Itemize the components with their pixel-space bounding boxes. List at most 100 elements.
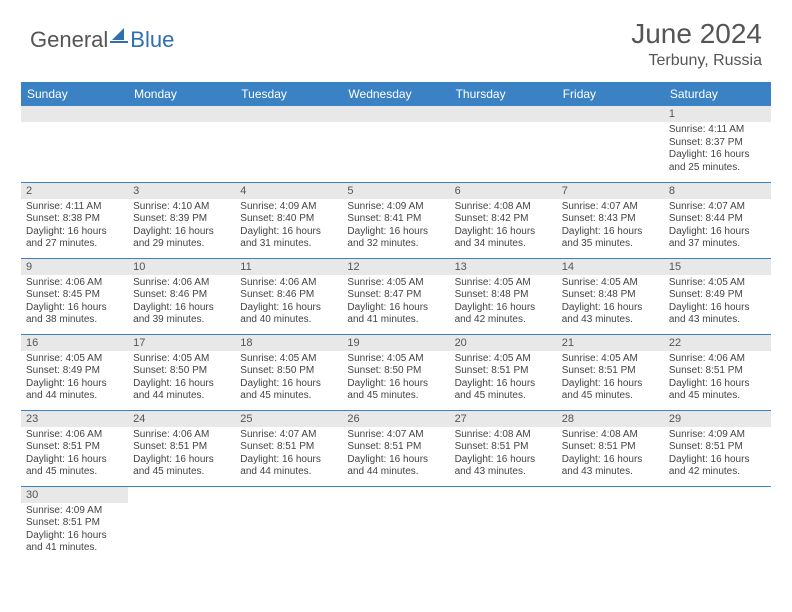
week-row: 30Sunrise: 4:09 AMSunset: 8:51 PMDayligh… (21, 486, 771, 562)
day-number: 3 (128, 183, 235, 199)
daylight-text: Daylight: 16 hours and 43 minutes. (455, 454, 552, 479)
week-row: 9Sunrise: 4:06 AMSunset: 8:45 PMDaylight… (21, 258, 771, 334)
day-body: Sunrise: 4:11 AMSunset: 8:37 PMDaylight:… (664, 122, 771, 178)
day-number: 15 (664, 259, 771, 275)
day-cell: 5Sunrise: 4:09 AMSunset: 8:41 PMDaylight… (342, 182, 449, 258)
sunset-text: Sunset: 8:51 PM (455, 441, 552, 454)
day-cell: 15Sunrise: 4:05 AMSunset: 8:49 PMDayligh… (664, 258, 771, 334)
day-cell (235, 106, 342, 182)
sunset-text: Sunset: 8:40 PM (240, 213, 337, 226)
sunset-text: Sunset: 8:48 PM (455, 289, 552, 302)
day-body: Sunrise: 4:09 AMSunset: 8:41 PMDaylight:… (342, 199, 449, 255)
sunrise-text: Sunrise: 4:08 AM (562, 429, 659, 442)
day-body: Sunrise: 4:07 AMSunset: 8:51 PMDaylight:… (235, 427, 342, 483)
week-row: 23Sunrise: 4:06 AMSunset: 8:51 PMDayligh… (21, 410, 771, 486)
daylight-text: Daylight: 16 hours and 41 minutes. (347, 302, 444, 327)
month-title: June 2024 (631, 18, 762, 50)
daylight-text: Daylight: 16 hours and 45 minutes. (133, 454, 230, 479)
header: General Blue June 2024 Terbuny, Russia (0, 0, 792, 76)
day-cell (557, 486, 664, 562)
sunrise-text: Sunrise: 4:05 AM (562, 277, 659, 290)
sunrise-text: Sunrise: 4:08 AM (455, 429, 552, 442)
day-cell: 3Sunrise: 4:10 AMSunset: 8:39 PMDaylight… (128, 182, 235, 258)
week-row: 16Sunrise: 4:05 AMSunset: 8:49 PMDayligh… (21, 334, 771, 410)
day-cell: 2Sunrise: 4:11 AMSunset: 8:38 PMDaylight… (21, 182, 128, 258)
daylight-text: Daylight: 16 hours and 45 minutes. (455, 378, 552, 403)
day-number: 20 (450, 335, 557, 351)
empty-day-bar (128, 106, 235, 122)
sunrise-text: Sunrise: 4:10 AM (133, 201, 230, 214)
day-number: 17 (128, 335, 235, 351)
daylight-text: Daylight: 16 hours and 45 minutes. (26, 454, 123, 479)
daylight-text: Daylight: 16 hours and 40 minutes. (240, 302, 337, 327)
day-cell: 22Sunrise: 4:06 AMSunset: 8:51 PMDayligh… (664, 334, 771, 410)
day-cell (235, 486, 342, 562)
day-cell: 19Sunrise: 4:05 AMSunset: 8:50 PMDayligh… (342, 334, 449, 410)
day-cell: 1Sunrise: 4:11 AMSunset: 8:37 PMDaylight… (664, 106, 771, 182)
sunset-text: Sunset: 8:43 PM (562, 213, 659, 226)
sunrise-text: Sunrise: 4:05 AM (347, 277, 444, 290)
sunset-text: Sunset: 8:38 PM (26, 213, 123, 226)
sunrise-text: Sunrise: 4:09 AM (240, 201, 337, 214)
sunset-text: Sunset: 8:51 PM (455, 365, 552, 378)
day-cell: 12Sunrise: 4:05 AMSunset: 8:47 PMDayligh… (342, 258, 449, 334)
empty-day-bar (450, 106, 557, 122)
week-row: 1Sunrise: 4:11 AMSunset: 8:37 PMDaylight… (21, 106, 771, 182)
day-number: 27 (450, 411, 557, 427)
empty-day-bar (235, 106, 342, 122)
sunrise-text: Sunrise: 4:06 AM (133, 429, 230, 442)
sunrise-text: Sunrise: 4:05 AM (455, 277, 552, 290)
day-cell: 9Sunrise: 4:06 AMSunset: 8:45 PMDaylight… (21, 258, 128, 334)
day-body: Sunrise: 4:05 AMSunset: 8:49 PMDaylight:… (21, 351, 128, 407)
day-number: 7 (557, 183, 664, 199)
daylight-text: Daylight: 16 hours and 45 minutes. (669, 378, 766, 403)
day-body: Sunrise: 4:08 AMSunset: 8:51 PMDaylight:… (450, 427, 557, 483)
day-header: Monday (128, 82, 235, 106)
sunrise-text: Sunrise: 4:07 AM (240, 429, 337, 442)
sunset-text: Sunset: 8:51 PM (133, 441, 230, 454)
sunrise-text: Sunrise: 4:07 AM (562, 201, 659, 214)
sunset-text: Sunset: 8:44 PM (669, 213, 766, 226)
sunrise-text: Sunrise: 4:05 AM (347, 353, 444, 366)
sunset-text: Sunset: 8:50 PM (133, 365, 230, 378)
day-body: Sunrise: 4:07 AMSunset: 8:44 PMDaylight:… (664, 199, 771, 255)
day-cell: 13Sunrise: 4:05 AMSunset: 8:48 PMDayligh… (450, 258, 557, 334)
day-number: 28 (557, 411, 664, 427)
sunset-text: Sunset: 8:51 PM (26, 517, 123, 530)
day-number: 4 (235, 183, 342, 199)
day-cell: 21Sunrise: 4:05 AMSunset: 8:51 PMDayligh… (557, 334, 664, 410)
day-body: Sunrise: 4:05 AMSunset: 8:47 PMDaylight:… (342, 275, 449, 331)
sunrise-text: Sunrise: 4:07 AM (669, 201, 766, 214)
day-cell: 18Sunrise: 4:05 AMSunset: 8:50 PMDayligh… (235, 334, 342, 410)
day-number: 9 (21, 259, 128, 275)
day-cell: 28Sunrise: 4:08 AMSunset: 8:51 PMDayligh… (557, 410, 664, 486)
sunset-text: Sunset: 8:51 PM (562, 441, 659, 454)
daylight-text: Daylight: 16 hours and 45 minutes. (347, 378, 444, 403)
daylight-text: Daylight: 16 hours and 44 minutes. (347, 454, 444, 479)
sunset-text: Sunset: 8:50 PM (347, 365, 444, 378)
day-number: 25 (235, 411, 342, 427)
day-body: Sunrise: 4:07 AMSunset: 8:43 PMDaylight:… (557, 199, 664, 255)
day-cell: 17Sunrise: 4:05 AMSunset: 8:50 PMDayligh… (128, 334, 235, 410)
day-cell: 23Sunrise: 4:06 AMSunset: 8:51 PMDayligh… (21, 410, 128, 486)
logo: General Blue (30, 26, 174, 53)
day-cell: 30Sunrise: 4:09 AMSunset: 8:51 PMDayligh… (21, 486, 128, 562)
logo-sail-icon (110, 26, 130, 47)
sunset-text: Sunset: 8:50 PM (240, 365, 337, 378)
day-body: Sunrise: 4:10 AMSunset: 8:39 PMDaylight:… (128, 199, 235, 255)
daylight-text: Daylight: 16 hours and 44 minutes. (26, 378, 123, 403)
daylight-text: Daylight: 16 hours and 44 minutes. (240, 454, 337, 479)
day-body: Sunrise: 4:09 AMSunset: 8:40 PMDaylight:… (235, 199, 342, 255)
day-body: Sunrise: 4:06 AMSunset: 8:46 PMDaylight:… (128, 275, 235, 331)
sunset-text: Sunset: 8:49 PM (26, 365, 123, 378)
sunrise-text: Sunrise: 4:06 AM (240, 277, 337, 290)
daylight-text: Daylight: 16 hours and 34 minutes. (455, 226, 552, 251)
day-body: Sunrise: 4:05 AMSunset: 8:48 PMDaylight:… (450, 275, 557, 331)
day-body: Sunrise: 4:05 AMSunset: 8:51 PMDaylight:… (450, 351, 557, 407)
sunset-text: Sunset: 8:51 PM (347, 441, 444, 454)
day-header-row: Sunday Monday Tuesday Wednesday Thursday… (21, 82, 771, 106)
sunset-text: Sunset: 8:51 PM (562, 365, 659, 378)
day-number: 11 (235, 259, 342, 275)
day-cell: 26Sunrise: 4:07 AMSunset: 8:51 PMDayligh… (342, 410, 449, 486)
daylight-text: Daylight: 16 hours and 35 minutes. (562, 226, 659, 251)
